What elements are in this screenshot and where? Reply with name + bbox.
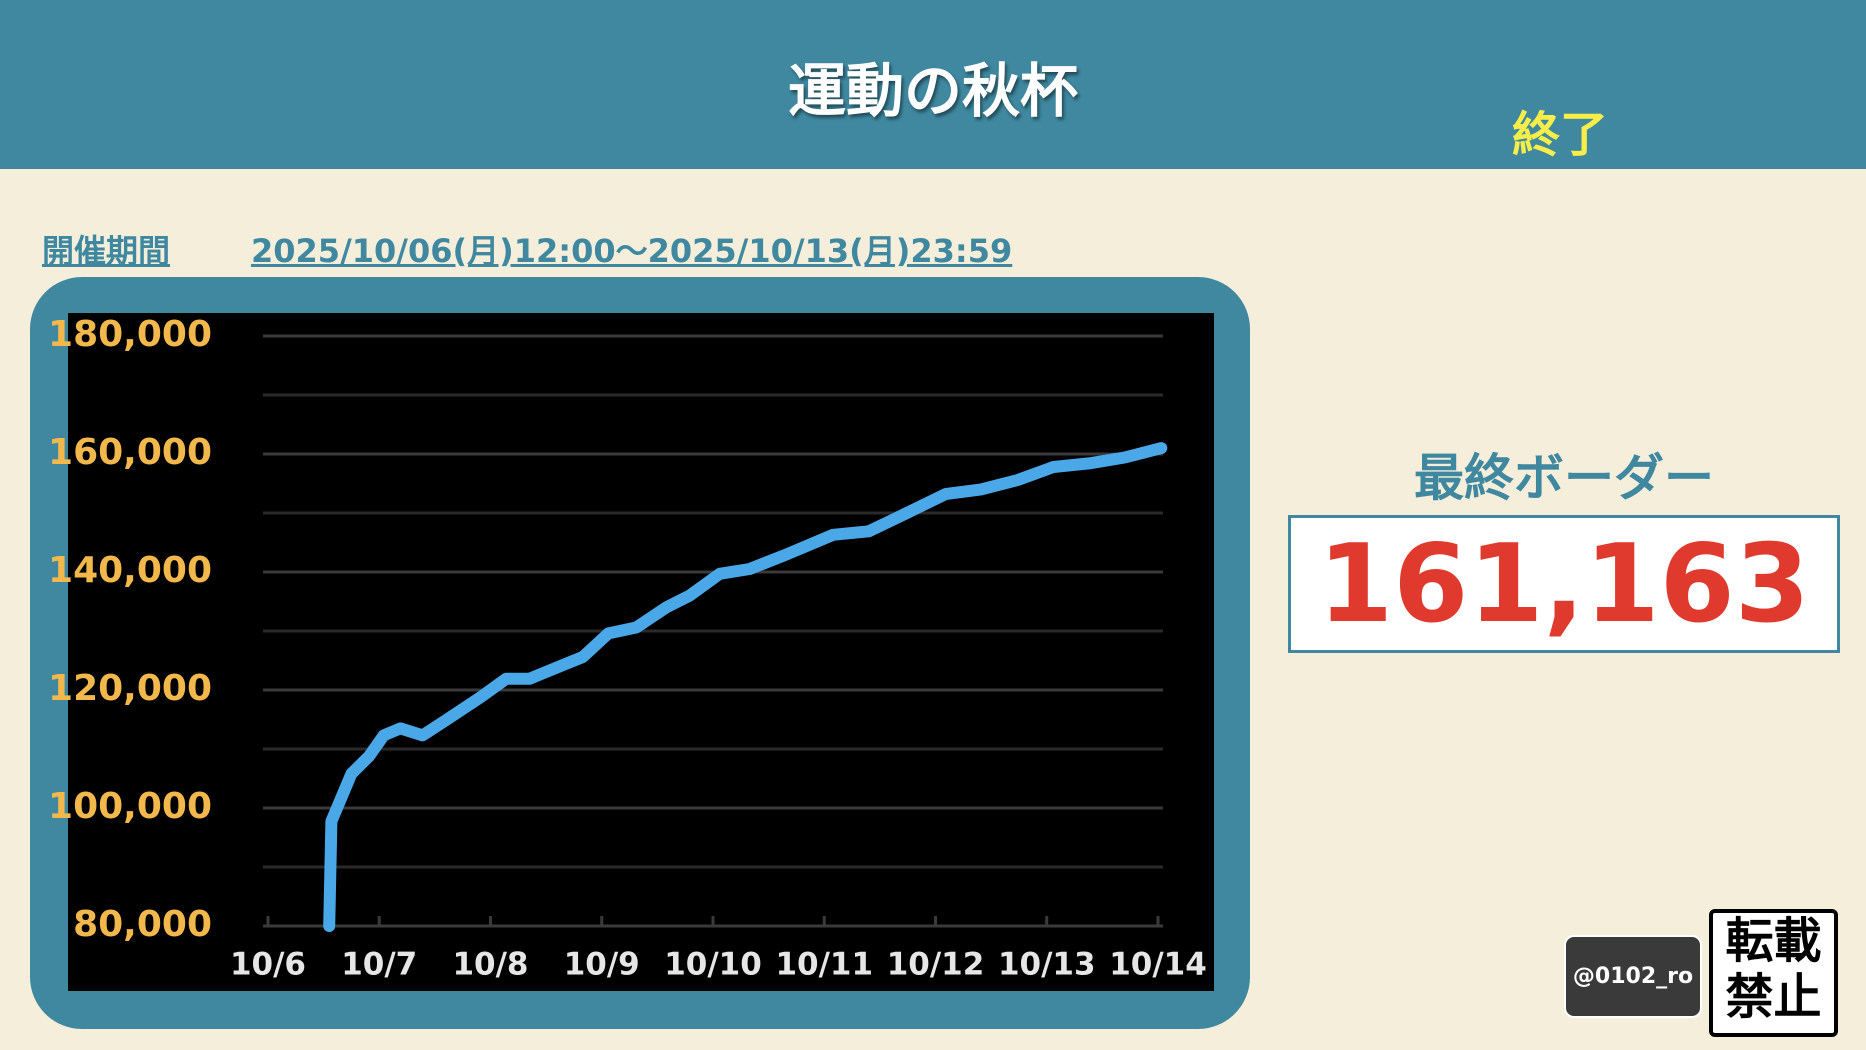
header-bar [0, 0, 1866, 169]
data-line [323, 442, 1168, 932]
y-tick-label: 80,000 [73, 904, 212, 945]
y-tick-label: 100,000 [48, 786, 212, 827]
x-tick-label: 10/6 [230, 947, 306, 983]
y-tick-label: 120,000 [48, 668, 212, 709]
final-border-value: 161,163 [1318, 522, 1810, 647]
y-tick-label: 180,000 [48, 314, 212, 355]
y-tick-label: 160,000 [48, 432, 212, 473]
x-tick-label: 10/7 [341, 947, 417, 983]
event-title: 運動の秋杯 [787, 57, 1078, 125]
x-tick-label: 10/9 [564, 947, 640, 983]
no-repost-badge: 転載 禁止 [1709, 909, 1838, 1037]
no-repost-line: 転載 [1725, 913, 1822, 969]
no-repost-line: 禁止 [1725, 969, 1822, 1025]
period-range: 2025/10/06(月)12:00〜2025/10/13(月)23:59 [251, 232, 1013, 270]
x-tick-label: 10/14 [1109, 947, 1207, 983]
final-border-box [1288, 515, 1840, 653]
x-tick-label: 10/12 [887, 947, 985, 983]
x-tick-label: 10/11 [775, 947, 873, 983]
status-label: 終了 [1511, 107, 1608, 163]
period-label: 開催期間 [42, 232, 171, 270]
credit-badge: @0102_ro [1564, 935, 1702, 1018]
x-tick-label: 10/13 [998, 947, 1096, 983]
plot-area [68, 313, 1214, 991]
x-tick-label: 10/10 [664, 947, 762, 983]
final-border-label: 最終ボーダー [1414, 449, 1714, 507]
x-tick-label: 10/8 [452, 947, 528, 983]
y-tick-label: 140,000 [48, 550, 212, 591]
